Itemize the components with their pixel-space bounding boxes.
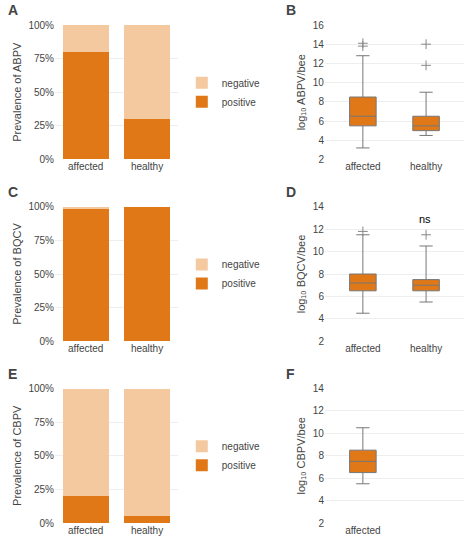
svg-text:ns: ns — [419, 213, 431, 225]
svg-text:positive: positive — [222, 97, 256, 108]
svg-text:12: 12 — [313, 58, 325, 69]
svg-text:6: 6 — [318, 116, 324, 127]
svg-text:4: 4 — [318, 135, 324, 146]
svg-text:B: B — [286, 2, 296, 18]
svg-text:8: 8 — [318, 269, 324, 280]
svg-text:Prevalence of BQCV: Prevalence of BQCV — [11, 223, 23, 325]
svg-text:25%: 25% — [34, 120, 54, 131]
svg-text:75%: 75% — [34, 235, 54, 246]
svg-text:16: 16 — [313, 20, 325, 31]
svg-text:14: 14 — [313, 39, 325, 50]
svg-text:C: C — [8, 184, 18, 200]
svg-text:log₁₀ CBPV/bee: log₁₀ CBPV/bee — [295, 417, 307, 494]
svg-text:affected: affected — [68, 525, 103, 536]
svg-text:positive: positive — [222, 278, 256, 289]
svg-text:healthy: healthy — [410, 343, 442, 354]
svg-text:negative: negative — [222, 441, 260, 452]
svg-text:affected: affected — [345, 161, 380, 172]
svg-text:8: 8 — [318, 96, 324, 107]
svg-text:affected: affected — [68, 161, 103, 172]
svg-text:negative: negative — [222, 259, 260, 270]
svg-text:A: A — [8, 2, 18, 18]
svg-text:positive: positive — [222, 460, 256, 471]
svg-text:6: 6 — [318, 291, 324, 302]
svg-text:10: 10 — [313, 246, 325, 257]
svg-text:6: 6 — [318, 473, 324, 484]
svg-text:8: 8 — [318, 450, 324, 461]
svg-text:75%: 75% — [34, 417, 54, 428]
svg-text:healthy: healthy — [131, 525, 163, 536]
svg-text:12: 12 — [313, 405, 325, 416]
svg-text:Prevalence of CBPV: Prevalence of CBPV — [11, 405, 23, 506]
svg-text:0%: 0% — [40, 518, 55, 529]
svg-text:10: 10 — [313, 428, 325, 439]
svg-text:0%: 0% — [40, 336, 55, 347]
svg-text:0%: 0% — [40, 154, 55, 165]
svg-text:100%: 100% — [28, 383, 54, 394]
svg-text:100%: 100% — [28, 201, 54, 212]
svg-text:healthy: healthy — [131, 161, 163, 172]
svg-text:14: 14 — [313, 201, 325, 212]
svg-text:F: F — [286, 366, 295, 382]
svg-text:10: 10 — [313, 77, 325, 88]
svg-text:log₁₀ ABPV/bee: log₁₀ ABPV/bee — [295, 54, 307, 130]
svg-text:4: 4 — [318, 495, 324, 506]
svg-text:4: 4 — [318, 313, 324, 324]
svg-text:50%: 50% — [34, 87, 54, 98]
svg-text:75%: 75% — [34, 53, 54, 64]
svg-text:2: 2 — [318, 518, 324, 529]
svg-text:50%: 50% — [34, 450, 54, 461]
svg-text:D: D — [286, 184, 296, 200]
svg-text:2: 2 — [318, 336, 324, 347]
svg-text:affected: affected — [345, 343, 380, 354]
svg-text:affected: affected — [68, 343, 103, 354]
svg-text:healthy: healthy — [410, 161, 442, 172]
svg-text:12: 12 — [313, 224, 325, 235]
svg-text:Prevalence of ABPV: Prevalence of ABPV — [11, 42, 23, 142]
svg-text:log₁₀ BQCV/bee: log₁₀ BQCV/bee — [295, 235, 307, 314]
svg-text:affected: affected — [345, 525, 380, 536]
svg-text:14: 14 — [313, 383, 325, 394]
svg-text:25%: 25% — [34, 484, 54, 495]
svg-text:E: E — [8, 366, 17, 382]
svg-text:healthy: healthy — [131, 343, 163, 354]
svg-text:100%: 100% — [28, 20, 54, 31]
svg-text:25%: 25% — [34, 302, 54, 313]
svg-text:50%: 50% — [34, 269, 54, 280]
svg-text:negative: negative — [222, 78, 260, 89]
svg-text:2: 2 — [318, 154, 324, 165]
